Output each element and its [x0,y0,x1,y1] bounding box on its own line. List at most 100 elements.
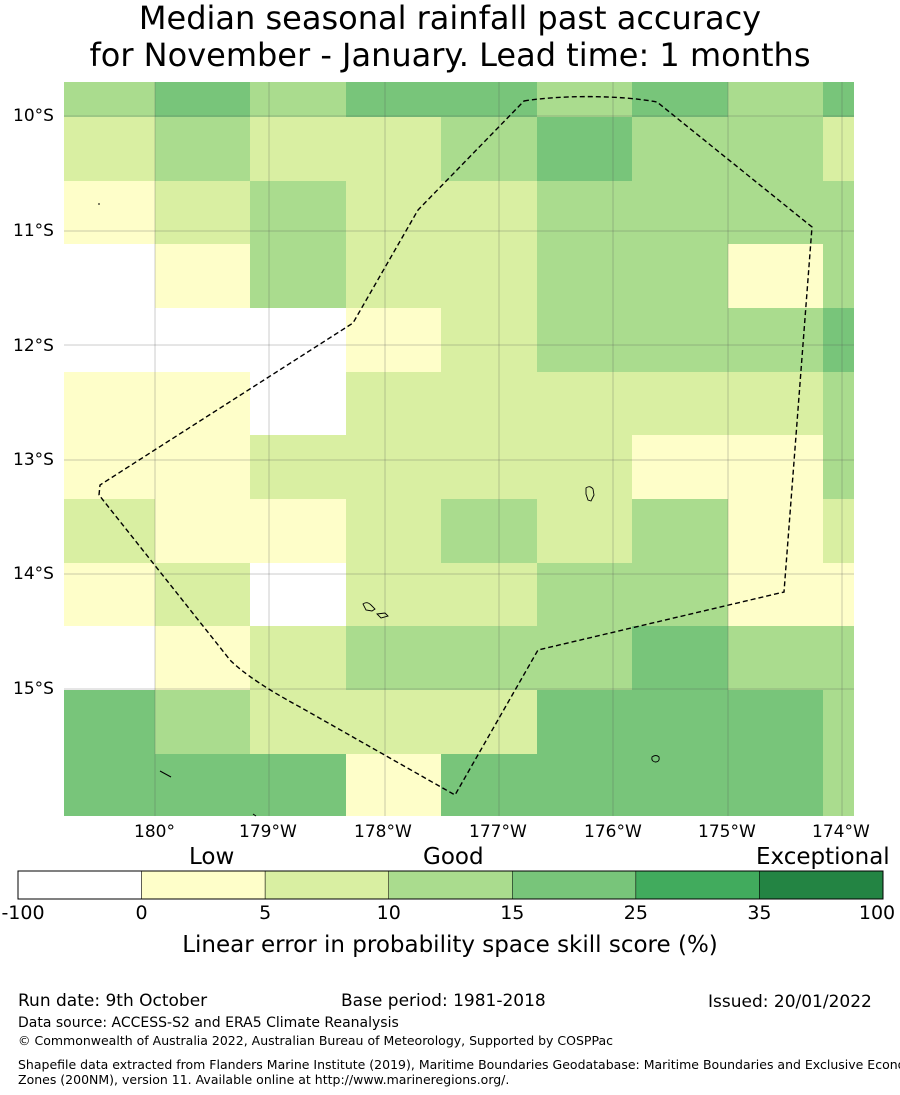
lon-tick-label: 176°W [584,822,642,842]
grid-cell [346,690,441,754]
grid-cell [250,754,346,816]
grid-cell [632,435,728,499]
title-line-2: for November - January. Lead time: 1 mon… [89,36,811,74]
colorbar-tick-label: 15 [500,902,525,924]
grid-cell [250,181,346,244]
colorbar-category-low: Low [189,844,235,870]
skill-map [64,82,854,817]
grid-cell [728,499,823,563]
grid-cell [155,690,250,754]
grid-cell [155,244,250,308]
colorbar-tick-label: 35 [747,902,772,924]
grid-cell [346,244,441,308]
lat-tick-label: 12°S [13,336,54,356]
grid-cell [441,308,537,372]
grid-cell [155,372,250,435]
skill-grid-cells [64,82,854,816]
grid-cell [155,181,250,244]
grid-cell [537,308,632,372]
grid-cell [64,499,155,563]
grid-cell [250,626,346,690]
grid-cell [728,690,823,754]
grid-cell [155,563,250,626]
grid-cell [537,626,632,690]
grid-cell [632,563,728,626]
grid-cell [632,754,728,816]
grid-cell [155,82,250,117]
grid-cell [823,754,854,816]
grid-cell [632,690,728,754]
colorbar-tick-label: 25 [623,902,648,924]
grid-cell [346,372,441,435]
colorbar-swatch [264,870,389,900]
grid-cell [632,181,728,244]
grid-cell [346,117,441,181]
grid-cell [64,690,155,754]
grid-cell [441,82,537,117]
grid-cell [155,754,250,816]
colorbar-swatch [17,870,142,900]
grid-cell [537,117,632,181]
lat-tick-label: 11°S [13,221,54,241]
grid-cell [537,435,632,499]
grid-cell [537,499,632,563]
grid-cell [441,499,537,563]
grid-cell [346,82,441,117]
grid-cell [728,82,823,117]
grid-cell [537,563,632,626]
grid-cell [64,117,155,181]
grid-cell [441,372,537,435]
grid-cell [346,563,441,626]
lon-tick-label: 179°W [239,822,297,842]
grid-cell [823,308,854,372]
grid-cell [823,244,854,308]
grid-cell [728,372,823,435]
grid-cell [632,372,728,435]
grid-cell [632,499,728,563]
grid-cell [250,499,346,563]
grid-cell [823,435,854,499]
island-outline [585,486,595,502]
issued-date: Issued: 20/01/2022 [708,992,872,1012]
grid-cell [823,499,854,563]
grid-cell [632,82,728,117]
lon-tick-label: 177°W [469,822,527,842]
chart-title: Median seasonal rainfall past accuracy f… [0,0,900,74]
island-outline [159,770,172,778]
grid-cell [64,308,155,372]
grid-cell [537,754,632,816]
grid-cell [823,372,854,435]
grid-cell [64,244,155,308]
grid-cell [441,754,537,816]
copyright: © Commonwealth of Australia 2022, Austra… [18,1033,613,1048]
grid-cell [250,372,346,435]
grid-cell [632,308,728,372]
lat-tick-label: 14°S [13,564,54,584]
grid-cell [64,563,155,626]
grid-cell [250,117,346,181]
grid-cell [823,82,854,117]
base-period: Base period: 1981-2018 [341,991,546,1011]
run-date: Run date: 9th October [18,991,208,1011]
lon-tick-label: 174°W [812,822,870,842]
grid-cell [728,435,823,499]
grid-cell [632,626,728,690]
grid-cell [728,117,823,181]
grid-cell [346,181,441,244]
lat-tick-label: 13°S [13,450,54,470]
grid-cell [537,181,632,244]
lat-tick-label: 15°S [13,679,54,699]
grid-cell [823,563,854,626]
colorbar-tick-label: 5 [259,902,272,924]
colorbar-swatch [635,870,760,900]
grid-cell [632,244,728,308]
grid-cell [250,690,346,754]
grid-cell [346,754,441,816]
grid-cell [250,563,346,626]
grid-cell [441,117,537,181]
colorbar-category-good: Good [423,844,484,870]
lon-tick-label: 180° [134,822,175,842]
grid-cell [250,435,346,499]
colorbar-tick-label: 10 [376,902,401,924]
colorbar-swatch [759,870,884,900]
